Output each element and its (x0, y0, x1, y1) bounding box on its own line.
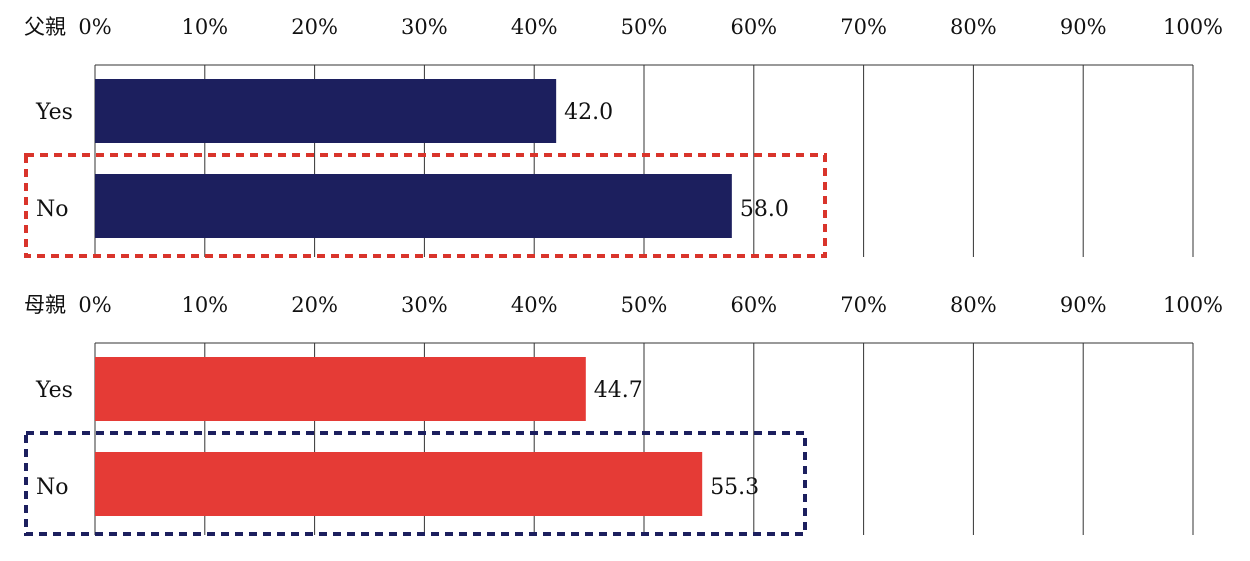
category-label: Yes (35, 100, 73, 125)
tick-label: 0% (78, 293, 111, 317)
category-label: No (36, 197, 69, 222)
tick-label: 20% (291, 293, 338, 317)
tick-label: 60% (730, 15, 777, 39)
father-panel: 父親 0% 10% 20% 30% 40% 50% 60% 70% 80% 90% 100% Yes 4… (24, 15, 1223, 258)
tick-label: 40% (511, 15, 558, 39)
value-label: 42.0 (564, 100, 613, 125)
highlight-box (24, 153, 827, 258)
mother-panel: 母親 0% 10% 20% 30% 40% 50% 60% 70% 80% 90% 100% Yes 4… (24, 293, 1223, 536)
tick-label: 50% (621, 15, 668, 39)
bar-no (95, 174, 732, 238)
bar-yes (95, 357, 586, 421)
tick-label: 80% (950, 15, 997, 39)
panel-title: 父親 (24, 15, 66, 39)
tick-label: 10% (181, 15, 228, 39)
tick-label: 90% (1060, 293, 1107, 317)
tick-label: 60% (730, 293, 777, 317)
tick-label: 10% (181, 293, 228, 317)
tick-label: 30% (401, 293, 448, 317)
tick-label: 20% (291, 15, 338, 39)
category-label: Yes (35, 378, 73, 403)
value-label: 44.7 (594, 378, 643, 403)
category-label: No (36, 475, 69, 500)
tick-label: 100% (1163, 15, 1223, 39)
highlight-box (24, 431, 807, 536)
tick-label: 50% (621, 293, 668, 317)
tick-label: 100% (1163, 293, 1223, 317)
tick-label: 0% (78, 15, 111, 39)
tick-label: 80% (950, 293, 997, 317)
bar-yes (95, 79, 557, 143)
tick-label: 70% (840, 293, 887, 317)
tick-label: 90% (1060, 15, 1107, 39)
value-label: 58.0 (740, 197, 789, 222)
tick-label: 30% (401, 15, 448, 39)
bar-no (95, 452, 703, 516)
panel-title: 母親 (24, 293, 66, 317)
tick-label: 40% (511, 293, 558, 317)
value-label: 55.3 (710, 475, 759, 500)
tick-label: 70% (840, 15, 887, 39)
